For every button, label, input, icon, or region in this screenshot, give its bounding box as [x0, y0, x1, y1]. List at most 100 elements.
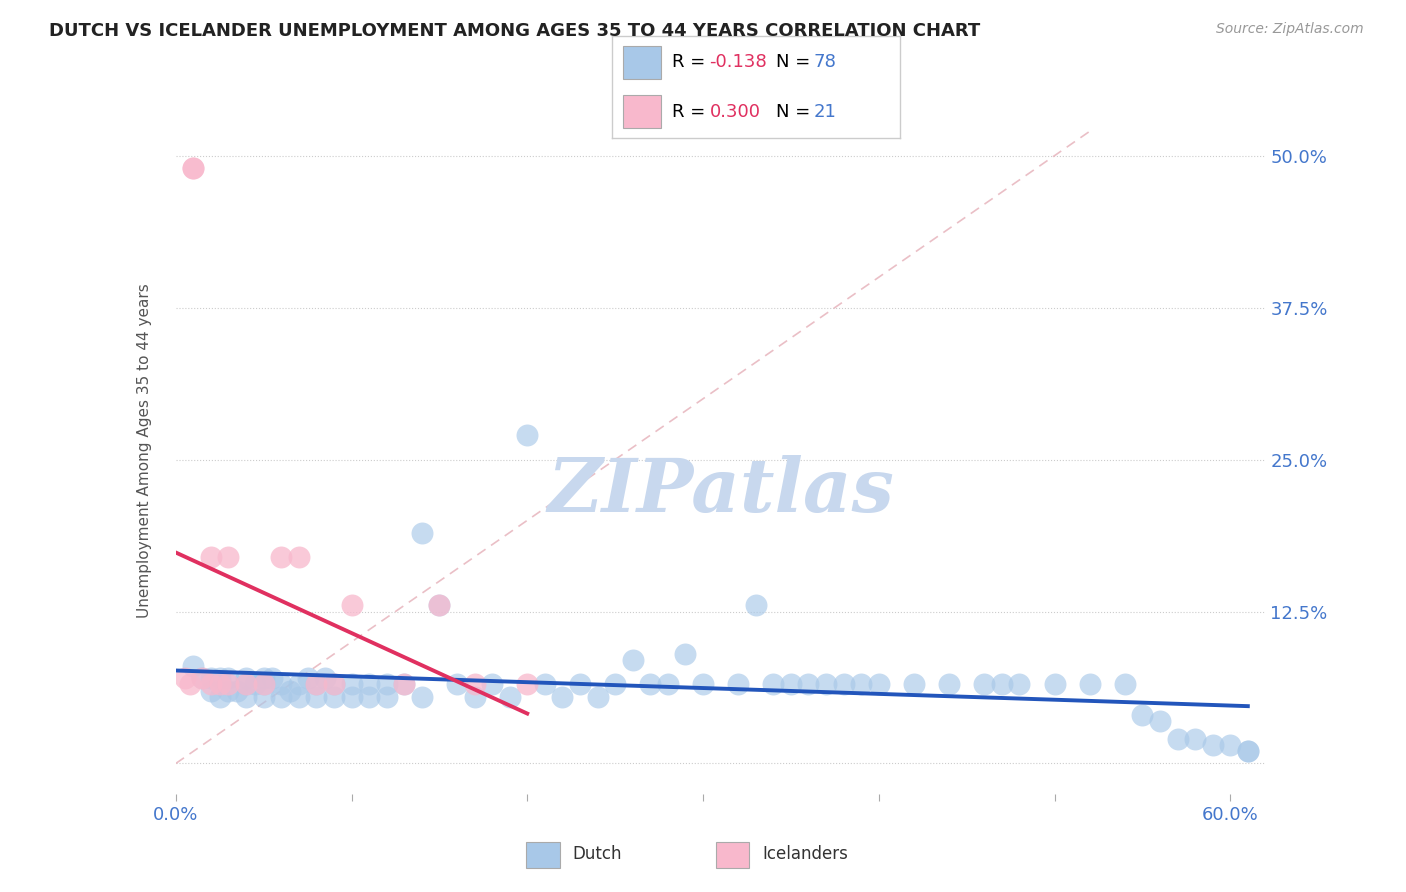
- Text: 78: 78: [813, 54, 837, 71]
- Point: [278, 683, 301, 698]
- Point: [183, 659, 205, 673]
- Point: [375, 690, 398, 704]
- Bar: [526, 842, 560, 868]
- Point: [640, 677, 662, 691]
- Point: [534, 677, 557, 691]
- Point: [183, 161, 205, 175]
- Point: [1008, 677, 1031, 691]
- Text: -0.138: -0.138: [710, 54, 768, 71]
- Point: [243, 677, 266, 691]
- Point: [938, 677, 960, 691]
- Point: [235, 690, 257, 704]
- Text: R =: R =: [672, 103, 711, 120]
- Point: [297, 672, 319, 686]
- Point: [569, 677, 592, 691]
- Point: [464, 677, 486, 691]
- Point: [1237, 744, 1260, 758]
- Point: [305, 690, 328, 704]
- Point: [692, 677, 714, 691]
- Point: [1202, 738, 1225, 752]
- Point: [191, 672, 214, 686]
- Point: [200, 549, 222, 564]
- Point: [1078, 677, 1101, 691]
- Point: [394, 677, 416, 691]
- Point: [217, 677, 239, 691]
- Point: [253, 672, 276, 686]
- Point: [499, 690, 522, 704]
- Point: [253, 677, 276, 691]
- Point: [586, 690, 609, 704]
- Point: [1043, 677, 1066, 691]
- Point: [323, 677, 346, 691]
- Point: [973, 677, 995, 691]
- Point: [200, 677, 222, 691]
- Point: [253, 677, 276, 691]
- Point: [1184, 732, 1206, 747]
- Point: [1132, 707, 1154, 722]
- Y-axis label: Unemployment Among Ages 35 to 44 years: Unemployment Among Ages 35 to 44 years: [138, 283, 152, 618]
- Point: [727, 677, 749, 691]
- Text: Icelanders: Icelanders: [762, 845, 848, 863]
- Point: [797, 677, 820, 691]
- Text: N =: N =: [776, 103, 815, 120]
- Point: [675, 647, 697, 661]
- Point: [464, 690, 486, 704]
- Point: [217, 672, 239, 686]
- Point: [217, 683, 239, 698]
- Point: [394, 677, 416, 691]
- Point: [305, 677, 328, 691]
- Point: [1237, 744, 1260, 758]
- Point: [1167, 732, 1189, 747]
- Point: [868, 677, 890, 691]
- Point: [340, 677, 363, 691]
- Point: [288, 677, 311, 691]
- Point: [762, 677, 785, 691]
- Point: [427, 599, 450, 613]
- Point: [1219, 738, 1241, 752]
- Point: [288, 549, 311, 564]
- Point: [183, 161, 205, 175]
- Point: [340, 599, 363, 613]
- Point: [1149, 714, 1171, 728]
- Text: R =: R =: [672, 54, 711, 71]
- Point: [411, 690, 433, 704]
- Point: [1114, 677, 1136, 691]
- Text: Dutch: Dutch: [572, 845, 621, 863]
- Point: [359, 690, 381, 704]
- Point: [516, 677, 538, 691]
- Point: [991, 677, 1014, 691]
- Point: [551, 690, 574, 704]
- Point: [262, 672, 284, 686]
- Text: Source: ZipAtlas.com: Source: ZipAtlas.com: [1216, 22, 1364, 37]
- Point: [200, 683, 222, 698]
- Point: [323, 677, 346, 691]
- Text: 21: 21: [813, 103, 837, 120]
- Text: 0.300: 0.300: [710, 103, 761, 120]
- Point: [200, 672, 222, 686]
- Point: [173, 672, 195, 686]
- Point: [314, 672, 336, 686]
- Point: [208, 690, 231, 704]
- Point: [323, 690, 346, 704]
- Point: [832, 677, 855, 691]
- Point: [235, 677, 257, 691]
- Point: [217, 549, 239, 564]
- Point: [235, 677, 257, 691]
- Point: [657, 677, 679, 691]
- Point: [745, 599, 768, 613]
- Point: [815, 677, 838, 691]
- Point: [375, 677, 398, 691]
- Point: [359, 677, 381, 691]
- Text: ZIPatlas: ZIPatlas: [547, 456, 894, 528]
- Bar: [623, 95, 661, 128]
- Text: N =: N =: [776, 54, 815, 71]
- Point: [446, 677, 468, 691]
- Point: [903, 677, 925, 691]
- Point: [779, 677, 801, 691]
- Point: [270, 690, 292, 704]
- Point: [427, 599, 450, 613]
- Point: [481, 677, 503, 691]
- Point: [288, 690, 311, 704]
- Point: [253, 690, 276, 704]
- Point: [340, 690, 363, 704]
